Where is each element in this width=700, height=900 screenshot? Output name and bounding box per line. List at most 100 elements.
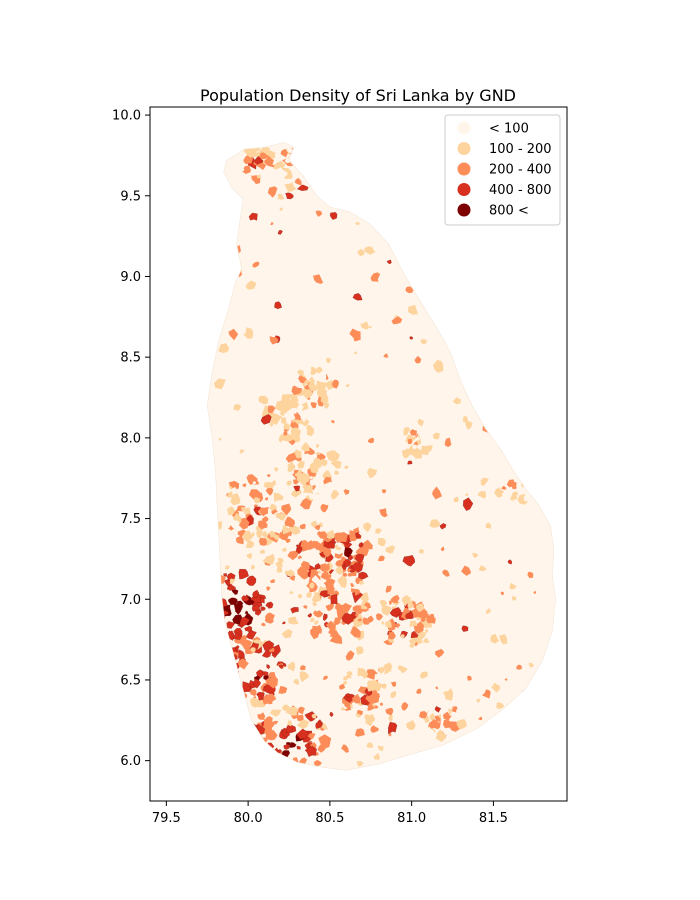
density-patch — [239, 449, 245, 454]
density-patch — [227, 506, 236, 516]
density-patch — [297, 593, 302, 599]
density-patch — [292, 551, 299, 558]
density-patch — [298, 555, 302, 560]
density-patch — [287, 661, 296, 672]
density-patch — [309, 582, 315, 589]
density-patch — [261, 530, 269, 538]
x-tick-label: 81.5 — [479, 811, 508, 826]
density-patch — [277, 582, 286, 590]
density-patch — [355, 621, 360, 627]
density-patch — [358, 571, 369, 580]
density-patch — [347, 568, 352, 573]
density-patch — [431, 157, 437, 164]
density-patch — [465, 493, 469, 497]
density-patch — [266, 675, 278, 689]
density-patch — [382, 716, 390, 723]
density-patch — [478, 716, 483, 721]
density-patch — [300, 540, 308, 548]
density-patch — [412, 444, 417, 450]
density-patch — [387, 715, 393, 722]
density-patch — [301, 389, 313, 399]
density-patch — [281, 629, 293, 639]
density-patch — [331, 420, 335, 424]
density-patch — [533, 591, 537, 594]
density-patch — [231, 486, 239, 495]
density-patch — [367, 467, 378, 478]
density-patch — [375, 528, 383, 534]
density-patch — [297, 514, 308, 525]
density-patch — [252, 261, 260, 268]
density-patch — [494, 428, 504, 436]
legend-label: 200 - 400 — [489, 163, 552, 178]
density-patch — [385, 545, 396, 554]
density-patch — [352, 605, 364, 615]
density-patch — [334, 544, 340, 550]
density-patch — [461, 625, 469, 632]
density-patch — [324, 402, 330, 409]
density-patch — [263, 167, 275, 178]
density-patch — [293, 678, 299, 685]
density-patch — [274, 467, 279, 472]
density-patch — [390, 690, 397, 698]
density-patch — [528, 471, 535, 477]
density-patch — [517, 249, 525, 257]
density-patch — [290, 766, 298, 771]
density-patch — [244, 625, 253, 633]
density-patch — [258, 537, 267, 546]
density-patch — [296, 159, 302, 164]
density-patch — [269, 422, 274, 427]
density-patch — [276, 566, 283, 573]
density-patch — [289, 591, 294, 595]
density-patch — [266, 693, 277, 705]
density-patch — [262, 553, 275, 565]
density-patch — [314, 610, 324, 618]
density-patch — [289, 777, 293, 780]
density-patch — [297, 719, 310, 729]
density-patch — [528, 662, 535, 668]
density-patch — [452, 397, 461, 405]
density-patch — [511, 595, 517, 601]
density-patch — [272, 777, 277, 782]
density-patch — [315, 721, 323, 729]
density-patch — [258, 395, 269, 405]
density-patch — [208, 582, 215, 589]
density-patch — [340, 556, 347, 562]
density-patch — [381, 620, 385, 625]
density-patch — [293, 157, 302, 165]
density-patch — [304, 409, 309, 415]
density-patch — [273, 492, 284, 503]
density-patch — [323, 548, 332, 558]
y-tick-label: 9.5 — [120, 189, 141, 204]
density-patch — [303, 380, 311, 385]
x-tick-label: 81.0 — [397, 811, 426, 826]
density-patch — [297, 566, 308, 579]
density-patch — [252, 589, 259, 598]
density-patch — [404, 445, 410, 451]
density-patch — [362, 617, 370, 625]
density-patch — [351, 693, 361, 704]
density-patch — [264, 497, 269, 501]
density-patch — [216, 619, 226, 629]
density-patch — [218, 243, 223, 247]
legend-marker — [457, 203, 471, 217]
density-patch — [251, 604, 260, 612]
density-patch — [299, 665, 306, 671]
density-patch — [416, 603, 426, 610]
density-patch — [283, 423, 291, 430]
density-patch — [218, 343, 230, 353]
density-patch — [489, 737, 500, 746]
density-patch — [355, 532, 362, 539]
density-patch — [261, 622, 266, 627]
density-patch — [394, 183, 401, 190]
density-patch — [319, 408, 324, 414]
density-patch — [281, 417, 287, 424]
density-patch — [241, 172, 254, 182]
density-patch — [538, 226, 545, 231]
density-patch — [290, 427, 301, 438]
density-patch — [435, 648, 445, 658]
density-patch — [225, 659, 231, 664]
density-patch — [296, 780, 300, 785]
density-patch — [210, 610, 220, 620]
density-patch — [366, 685, 375, 692]
density-patch — [309, 462, 318, 471]
